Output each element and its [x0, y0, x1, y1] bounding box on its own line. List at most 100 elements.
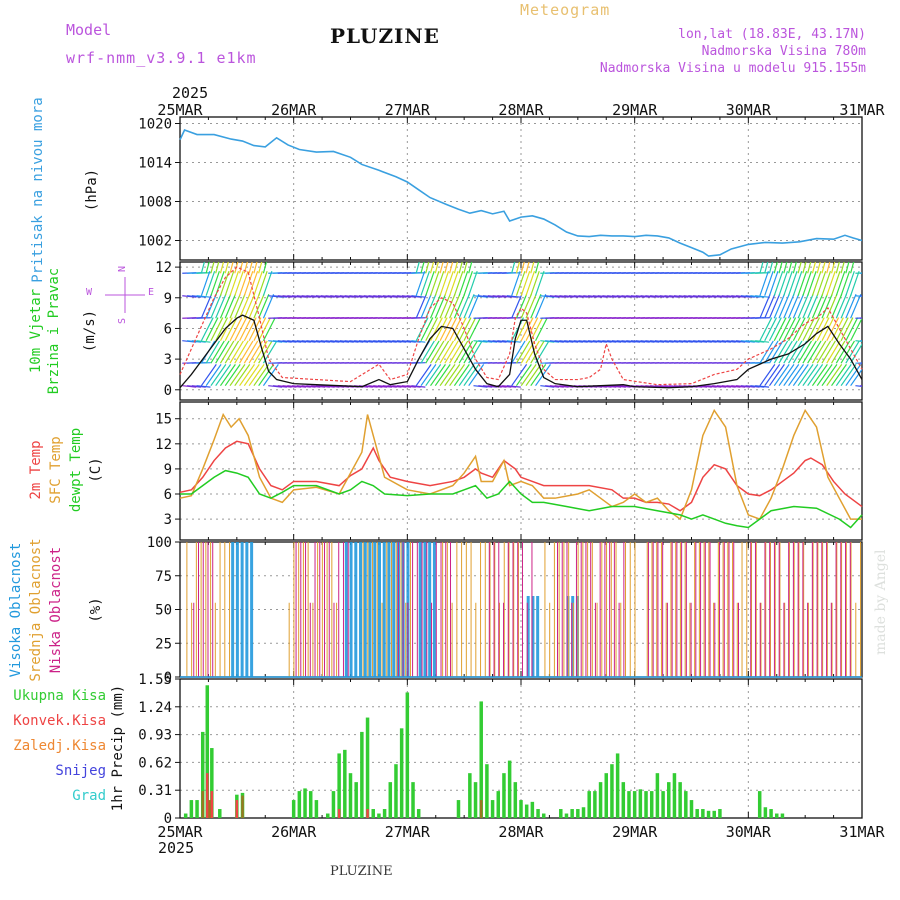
wind-arrow: [258, 262, 263, 274]
wind-arrow: [258, 270, 268, 296]
wind-arrow: [850, 262, 855, 274]
wind-arrow: [434, 262, 439, 274]
wind-arrow: [787, 262, 793, 274]
wind-arrow: [248, 317, 262, 341]
wind-arrow: [830, 294, 843, 319]
wind-arrow: [449, 317, 462, 341]
wind-arrow: [205, 262, 210, 274]
wind-arrow: [439, 262, 444, 274]
y-tick-label: 1.24: [138, 700, 172, 716]
precip-bar-0: [541, 813, 546, 818]
precip-bar-0: [530, 801, 535, 818]
cloud-bar-high: [575, 596, 579, 677]
cloud-bar-high: [526, 596, 530, 677]
wind-arrow: [525, 262, 530, 274]
wind-arrow: [783, 317, 797, 341]
wind-arrow: [239, 340, 254, 364]
wind-arrow: [525, 317, 539, 341]
wind-arrow: [816, 364, 833, 387]
precip-bar-0: [205, 685, 210, 818]
wind-arrow: [234, 340, 249, 364]
wind-arrow: [778, 270, 789, 296]
cloud-bar-high: [382, 542, 386, 677]
cloud-bar-high: [235, 542, 239, 677]
wind-arrow: [525, 294, 537, 319]
wind-arrow: [468, 270, 478, 296]
y-tick-label: 75: [155, 569, 172, 585]
pressure-panel: 1002 1008 1014 1020 Pritisak na nivou mora (h…: [30, 97, 863, 283]
pressure-ylabel: Pritisak na nivou mora: [30, 97, 46, 282]
time-label-bottom: 31MAR: [839, 823, 885, 841]
cloud-ylabel-0: Visoka Oblacnost: [8, 543, 24, 678]
wind-arrow: [788, 317, 801, 341]
time-label-top: 26MAR: [271, 101, 317, 119]
wind-arrow: [759, 340, 774, 364]
wind-arrow: [534, 270, 545, 296]
wind-arrow: [458, 270, 469, 296]
wind-arrow: [778, 294, 790, 319]
wind-arrow: [411, 385, 426, 388]
wind-arrow: [797, 262, 802, 274]
wind-arrow: [783, 294, 795, 319]
wind-arrow: [463, 262, 468, 274]
precip-bar-0: [490, 800, 495, 818]
wind-arrow: [205, 364, 222, 387]
precip-bar-0: [638, 789, 643, 818]
wind-arrow: [224, 317, 238, 341]
precip-bar-0: [377, 813, 381, 818]
year-label-top: 2025: [172, 84, 208, 102]
precip-bar-0: [763, 807, 768, 818]
wind-arrow: [238, 270, 249, 296]
lonlat-info: lon,lat (18.83E, 43.17N): [678, 27, 866, 42]
wind-arrow: [773, 270, 784, 296]
wind-arrow: [845, 294, 857, 319]
precip-bar-0: [581, 807, 586, 818]
precip-bar-0: [360, 731, 364, 818]
cloud-bar-high: [536, 596, 540, 677]
cloud-bar-high: [363, 542, 367, 677]
precip-bar-0: [587, 791, 591, 818]
precip-bar-0: [388, 782, 393, 818]
precip-bar-0: [695, 809, 699, 818]
wind-arrow: [530, 364, 547, 387]
wind-arrow: [534, 294, 547, 319]
y-tick-label: 6: [164, 487, 172, 503]
cloud-bar-high: [377, 542, 381, 677]
wind-arrow: [816, 270, 827, 296]
wind-arrow: [759, 270, 769, 296]
wind-arrow: [258, 294, 270, 319]
precip-bar-0: [593, 791, 597, 818]
wind-arrow: [439, 294, 451, 319]
temp-ylabel-2: dewpt Temp: [68, 428, 84, 512]
wind-arrow: [234, 317, 248, 341]
precip-bar-0: [394, 764, 398, 818]
wind-arrow: [802, 317, 816, 341]
precip-bar-0: [678, 782, 682, 818]
precip-bar-0: [649, 791, 654, 818]
wind-arrow: [831, 340, 846, 364]
wind-arrow: [792, 364, 809, 387]
temp-line-0: [179, 440, 863, 512]
precip-bar-0: [610, 764, 614, 818]
precip-bar-1: [235, 800, 239, 818]
y-tick-label: 1008: [138, 195, 172, 211]
wind-arrow: [444, 364, 461, 387]
wind-arrow: [420, 270, 431, 296]
wind-arrow: [429, 294, 442, 319]
wind-arrow: [525, 364, 542, 387]
cloud-unit: (%): [88, 597, 104, 622]
wind-arrow: [439, 317, 453, 341]
wind-arrow: [811, 317, 825, 341]
footer-location: PLUZINE: [330, 864, 393, 879]
precip-bar-0: [343, 749, 347, 818]
precip-bar-2: [208, 800, 211, 818]
wind-arrow: [415, 294, 427, 319]
wind-arrow: [821, 364, 838, 387]
wind-arrow: [773, 364, 790, 387]
wind-arrow: [840, 364, 857, 387]
wind-arrow: [444, 262, 449, 274]
wind-arrow: [463, 317, 477, 341]
wind-arrow: [430, 364, 446, 387]
temp-unit: (C): [88, 457, 104, 482]
cloud-bar-high: [245, 542, 249, 677]
